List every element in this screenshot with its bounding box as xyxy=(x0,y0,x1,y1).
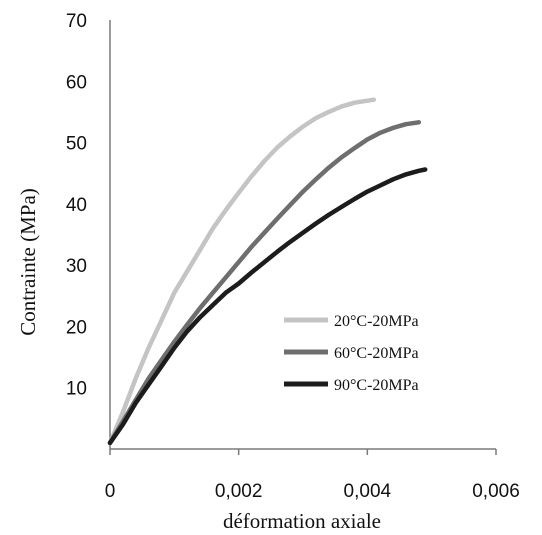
x-ticks: 0 0,002 0,004 0,006 xyxy=(105,449,520,502)
legend-label: 60°C-20MPa xyxy=(334,345,419,362)
x-tick-label: 0,002 xyxy=(215,481,263,502)
y-tick-label: 60 xyxy=(66,72,87,93)
legend-label: 90°C-20MPa xyxy=(334,377,419,394)
y-ticks: 10 20 30 40 50 60 70 xyxy=(66,11,87,400)
y-tick-label: 70 xyxy=(66,11,87,32)
x-axis-title: déformation axiale xyxy=(223,509,381,533)
y-tick-label: 50 xyxy=(66,134,87,155)
y-tick-label: 40 xyxy=(66,195,87,216)
x-tick-label: 0,006 xyxy=(472,481,520,502)
x-tick-label: 0 xyxy=(105,481,116,502)
legend-label: 20°C-20MPa xyxy=(334,313,419,330)
series-line-3 xyxy=(107,167,428,446)
legend: 20°C-20MPa 60°C-20MPa 90°C-20MPa xyxy=(284,313,419,394)
y-tick-label: 10 xyxy=(66,379,87,400)
series-line-2 xyxy=(107,120,422,446)
series-line-1 xyxy=(107,97,377,446)
y-tick-label: 20 xyxy=(66,317,87,338)
y-axis-title: Contrainte (MPa) xyxy=(16,188,40,336)
x-tick-label: 0,004 xyxy=(344,481,392,502)
series-layer xyxy=(107,97,428,446)
y-tick-label: 30 xyxy=(66,256,87,277)
